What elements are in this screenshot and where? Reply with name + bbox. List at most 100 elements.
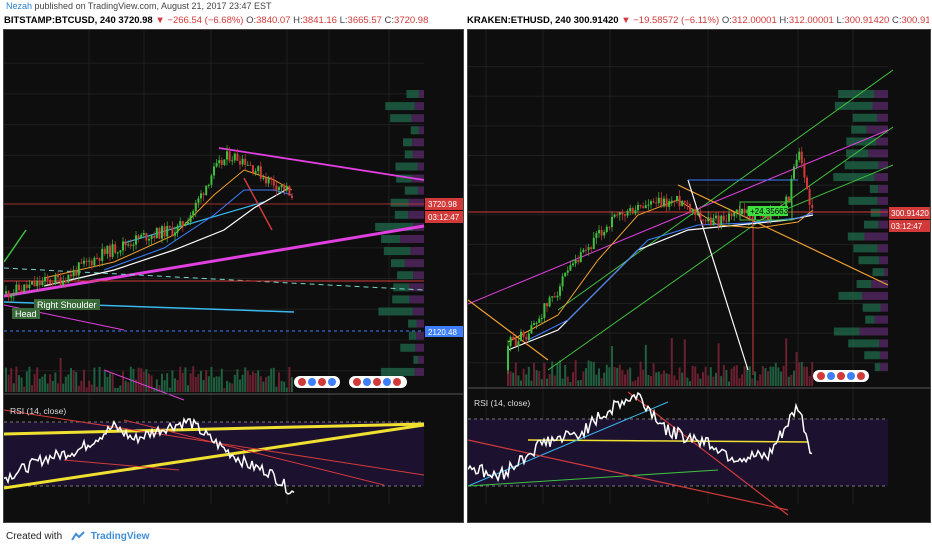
candle	[598, 230, 600, 234]
orange-trendline[interactable]	[677, 184, 889, 286]
right-shoulder-label[interactable]: Right Shoulder	[37, 300, 97, 310]
volume-bar	[205, 370, 208, 392]
last-price-badge	[889, 207, 930, 219]
event-icon[interactable]	[298, 378, 306, 386]
tradingview-logo-icon[interactable]	[71, 531, 85, 541]
rsi-yellow-trendline-2[interactable]	[3, 423, 425, 490]
vpvr-bar-down	[884, 268, 888, 277]
candle	[57, 275, 59, 278]
volume-bar	[228, 382, 231, 392]
vpvr-bar-down	[413, 271, 424, 280]
event-icon[interactable]	[857, 372, 865, 380]
volume-bar	[103, 371, 106, 392]
volume-bar	[808, 375, 811, 386]
volume-bar	[262, 381, 265, 392]
eth-chart-panel[interactable]: +24.35663 300.91420 03:12:47 RSI (14, cl…	[467, 29, 931, 523]
rsi-green-trendline[interactable]	[467, 469, 719, 487]
right-change: −19.58572 (−6.11%)	[633, 15, 720, 26]
volume-bar	[572, 372, 574, 386]
candle	[33, 281, 36, 287]
right-last-price: 300.91420	[573, 15, 619, 26]
candle	[566, 270, 569, 273]
vpvr-bar-up	[848, 339, 880, 348]
event-icon[interactable]	[817, 372, 825, 380]
red-trendline[interactable]	[243, 177, 273, 231]
tradingview-brand[interactable]: TradingView	[90, 531, 150, 542]
author-name[interactable]: Nezah	[6, 1, 33, 11]
candle	[590, 247, 593, 250]
green-channel-middle[interactable]	[547, 126, 894, 371]
event-icon[interactable]	[373, 378, 381, 386]
event-icon[interactable]	[847, 372, 855, 380]
candle	[249, 164, 252, 166]
rsi-yellow-trendline[interactable]	[3, 422, 425, 436]
btc-chart-panel[interactable]: Right Shoulder Head 3720.98 03:12:47 212…	[3, 29, 464, 523]
white-trendline[interactable]	[687, 179, 749, 371]
event-icon[interactable]	[308, 378, 316, 386]
rsi-yellow-level[interactable]	[527, 439, 809, 443]
candle	[142, 233, 145, 235]
volume-bar	[197, 374, 200, 392]
dashed-support-line[interactable]	[3, 267, 425, 291]
candle	[728, 213, 730, 222]
head-label[interactable]: Head	[15, 309, 37, 319]
candle	[83, 260, 85, 264]
volume-bar	[51, 380, 54, 392]
volume-bar	[533, 362, 535, 386]
pink-trendline[interactable]	[467, 129, 889, 305]
event-icon[interactable]	[328, 378, 336, 386]
event-icon[interactable]	[827, 372, 835, 380]
trendline[interactable]	[3, 229, 27, 263]
measure-box[interactable]	[739, 201, 793, 221]
candle	[168, 225, 171, 228]
right-symbol[interactable]: KRAKEN:ETHUSD, 240	[467, 15, 571, 26]
rsi-blue-trendline[interactable]	[467, 401, 669, 487]
earnings-marker-icon[interactable]	[294, 376, 340, 388]
cyan-trendline-2[interactable]	[123, 201, 265, 244]
left-symbol[interactable]: BITSTAMP:BTCUSD, 240	[4, 15, 116, 26]
candle	[514, 338, 517, 346]
volume-bar	[520, 380, 522, 386]
volume-bar	[600, 378, 603, 386]
event-icon[interactable]	[353, 378, 361, 386]
volume-bar	[80, 380, 83, 392]
volume-bar	[673, 375, 676, 386]
rsi-red-trendline[interactable]	[467, 439, 789, 511]
publish-info: published on TradingView.com, August 21,…	[34, 1, 272, 11]
volume-bar	[681, 372, 684, 386]
candle	[530, 325, 533, 334]
volume-bar	[637, 376, 639, 386]
candle	[681, 201, 684, 207]
btc-chart[interactable]: Right Shoulder Head 3720.98 03:12:47 212…	[3, 30, 463, 522]
eth-chart[interactable]: +24.35663 300.91420 03:12:47 RSI (14, cl…	[467, 30, 930, 522]
candle	[116, 252, 119, 254]
event-icon[interactable]	[393, 378, 401, 386]
pink-support-line[interactable]	[3, 224, 425, 298]
candle	[88, 260, 91, 262]
volume-bar	[275, 386, 278, 392]
candle	[800, 151, 803, 164]
candle	[54, 275, 57, 285]
candle	[93, 257, 96, 266]
measure-label[interactable]: +24.35663	[750, 207, 789, 216]
candle	[77, 262, 80, 276]
event-icon[interactable]	[318, 378, 326, 386]
event-icon[interactable]	[383, 378, 391, 386]
pink-resistance-line[interactable]	[218, 147, 425, 181]
candle	[161, 226, 163, 239]
vpvr-bar-up	[862, 303, 881, 312]
volume-bar	[806, 366, 808, 386]
event-icon[interactable]	[363, 378, 371, 386]
candle	[239, 160, 241, 165]
candle	[540, 317, 543, 319]
orange-trendline-2[interactable]	[467, 299, 549, 361]
rsi-red-trendline-3[interactable]	[63, 459, 180, 471]
vpvr-bar-down	[868, 149, 888, 158]
event-icon[interactable]	[837, 372, 845, 380]
pink-trendline-4[interactable]	[103, 369, 185, 401]
green-channel-top[interactable]	[557, 69, 894, 311]
candle	[20, 290, 23, 292]
volume-bar	[127, 382, 130, 392]
candle	[109, 245, 111, 257]
candle	[272, 179, 275, 186]
